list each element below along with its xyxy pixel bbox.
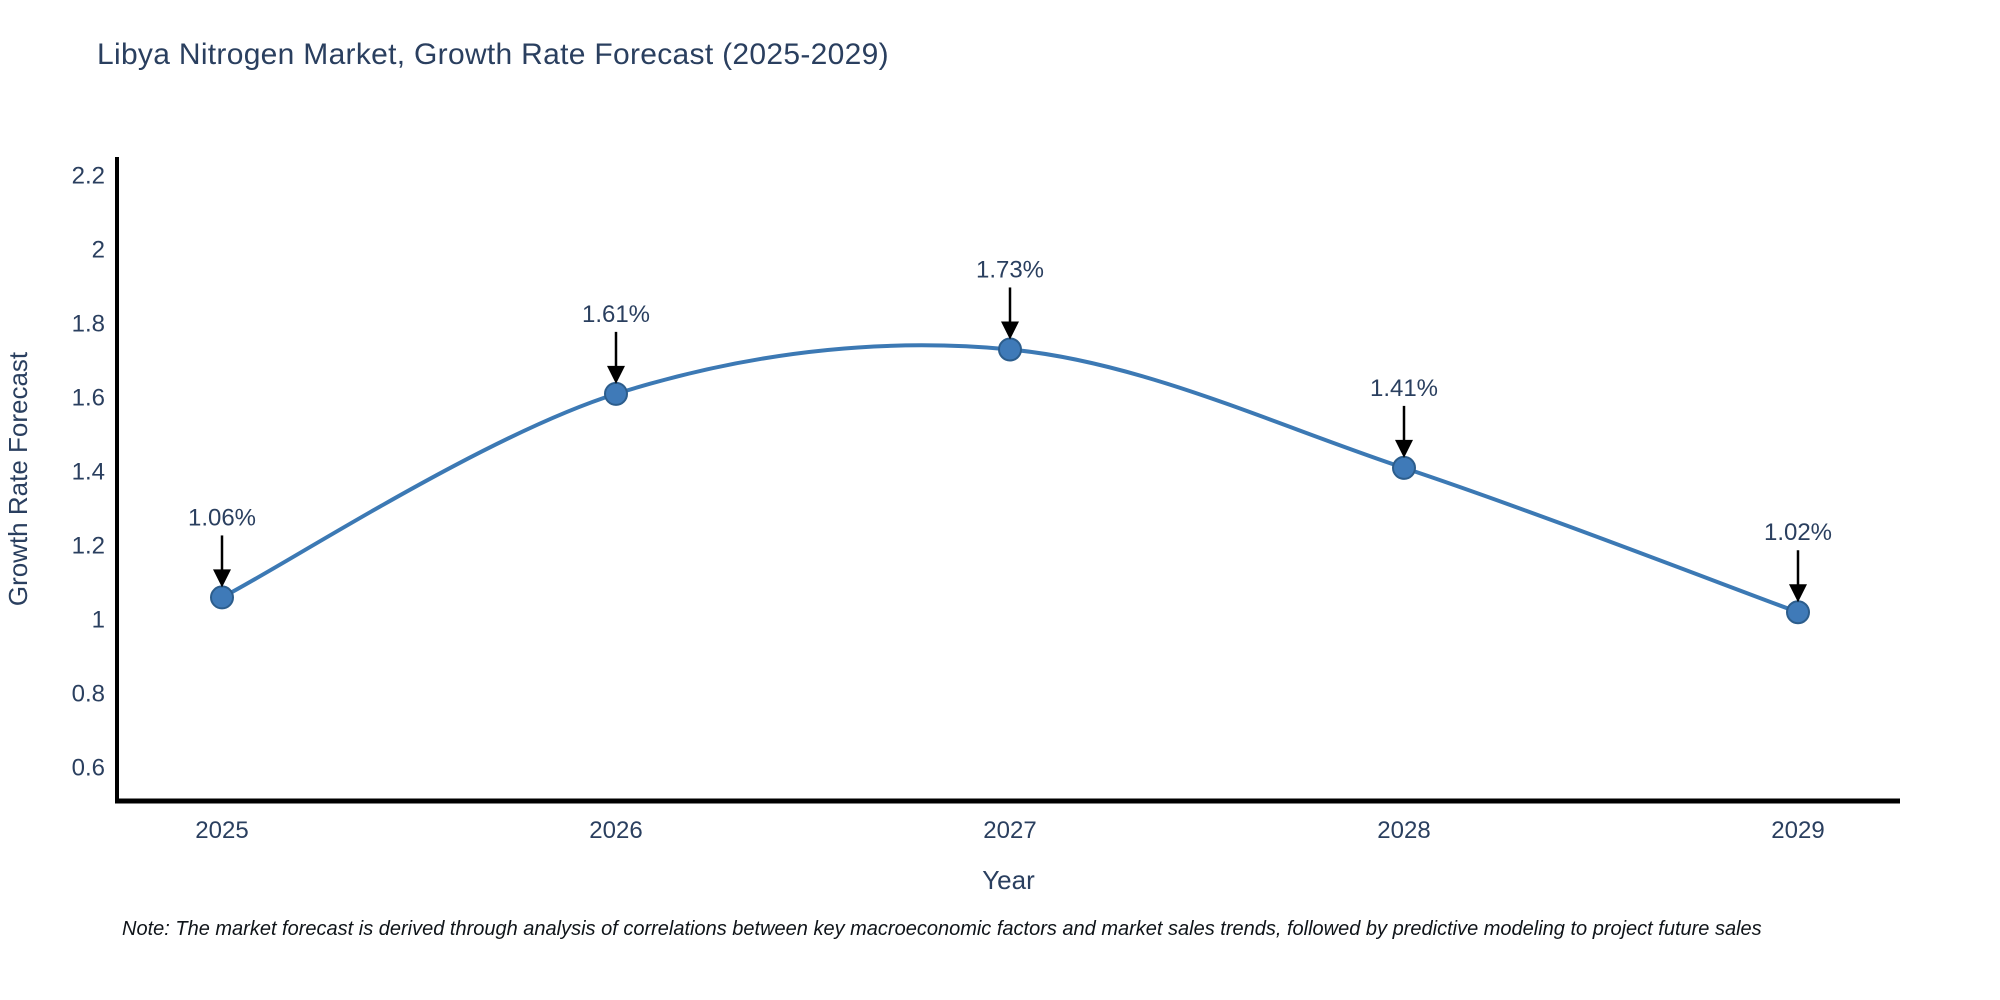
annotation-arrow-head [213,569,231,588]
x-tick-label: 2025 [195,817,248,844]
data-point-marker[interactable] [1786,600,1810,625]
data-point-marker[interactable] [998,337,1022,362]
annotation-arrow-head [1395,439,1413,458]
x-tick-label: 2029 [1771,817,1824,844]
point-value-label: 1.61% [582,301,650,328]
chart-title: Libya Nitrogen Market, Growth Rate Forec… [97,38,889,71]
y-tick-label: 1.6 [72,385,105,412]
footnote: Note: The market forecast is derived thr… [122,918,1762,940]
point-value-label: 1.02% [1764,519,1832,546]
data-point-marker[interactable] [1392,455,1416,480]
y-tick-label: 2 [92,237,105,264]
x-tick-label: 2026 [589,817,642,844]
y-axis-title: Growth Rate Forecast [3,351,33,606]
x-tick-label: 2027 [983,817,1036,844]
annotation-arrow-head [1789,584,1807,603]
y-tick-label: 1.2 [72,533,105,560]
y-tick-label: 0.8 [72,681,105,708]
point-value-label: 1.73% [976,256,1044,283]
forecast-line [220,343,1800,615]
annotation-arrow-head [1001,321,1019,340]
annotation-arrow-head [607,365,625,384]
y-tick-label: 1.8 [72,311,105,338]
y-tick-label: 1 [92,607,105,634]
y-tick-label: 2.2 [72,163,105,190]
point-value-label: 1.41% [1370,375,1438,402]
data-point-marker[interactable] [604,381,628,406]
x-axis-title: Year [982,865,1035,895]
x-tick-label: 2028 [1377,817,1430,844]
point-value-label: 1.06% [188,504,256,531]
y-tick-label: 1.4 [72,459,105,486]
data-point-marker[interactable] [210,585,234,610]
y-tick-label: 0.6 [72,755,105,782]
